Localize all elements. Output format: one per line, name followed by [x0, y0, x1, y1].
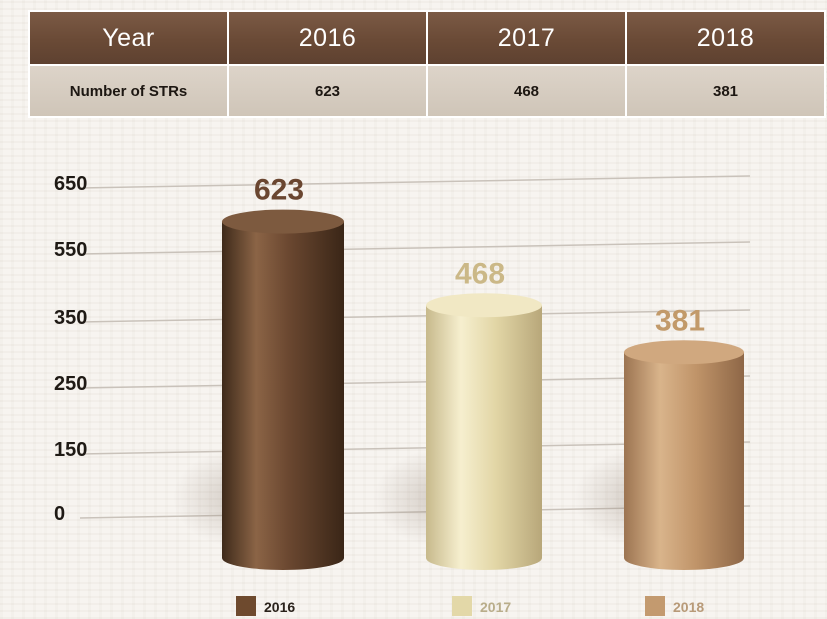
legend-label-2016: 2016: [264, 599, 295, 615]
legend-swatch-2018: [645, 596, 665, 616]
legend-swatch-2017: [452, 596, 472, 616]
cell-value-2016: 623: [227, 64, 428, 118]
cell-value-2018: 381: [625, 64, 826, 118]
table-row: Number of STRs 623 468 381: [28, 64, 826, 118]
y-tick-label: 350: [54, 307, 87, 329]
bars: [173, 209, 744, 570]
y-tick-label: 650: [54, 173, 87, 195]
data-label-2018: 381: [655, 304, 705, 337]
bar-top-2018: [624, 340, 744, 365]
bar-2017: [426, 305, 542, 570]
y-tick-label: 150: [54, 439, 87, 461]
y-tick-label: 0: [54, 503, 65, 525]
data-label-2017: 468: [455, 257, 505, 290]
header-year-2017: 2017: [426, 10, 627, 66]
bar-2016: [222, 221, 344, 570]
y-axis-tick-labels: 0 150 250 350 550 650: [54, 173, 87, 525]
gridline: [79, 241, 751, 255]
gridline: [79, 309, 751, 323]
legend-swatch-2016: [236, 596, 256, 616]
row-label-number-of-strs: Number of STRs: [28, 64, 229, 118]
bar-2018: [624, 352, 744, 570]
bar-top-2017: [426, 293, 542, 318]
y-tick-label: 250: [54, 373, 87, 395]
legend: 2016 2017 2018: [236, 596, 704, 616]
table-header-row: Year 2016 2017 2018: [28, 10, 826, 66]
y-tick-label: 550: [54, 239, 87, 261]
cell-value-2017: 468: [426, 64, 627, 118]
data-label-2016: 623: [254, 174, 304, 207]
header-year-2016: 2016: [227, 10, 428, 66]
bar-top-2016: [222, 209, 344, 234]
header-year-label: Year: [28, 10, 229, 66]
gridline: [79, 175, 751, 189]
legend-label-2018: 2018: [673, 599, 704, 615]
legend-label-2017: 2017: [480, 599, 511, 615]
header-year-2018: 2018: [625, 10, 826, 66]
str-table: Year 2016 2017 2018 Number of STRs 623 4…: [28, 10, 826, 118]
data-labels: 623 468 381: [254, 174, 705, 338]
